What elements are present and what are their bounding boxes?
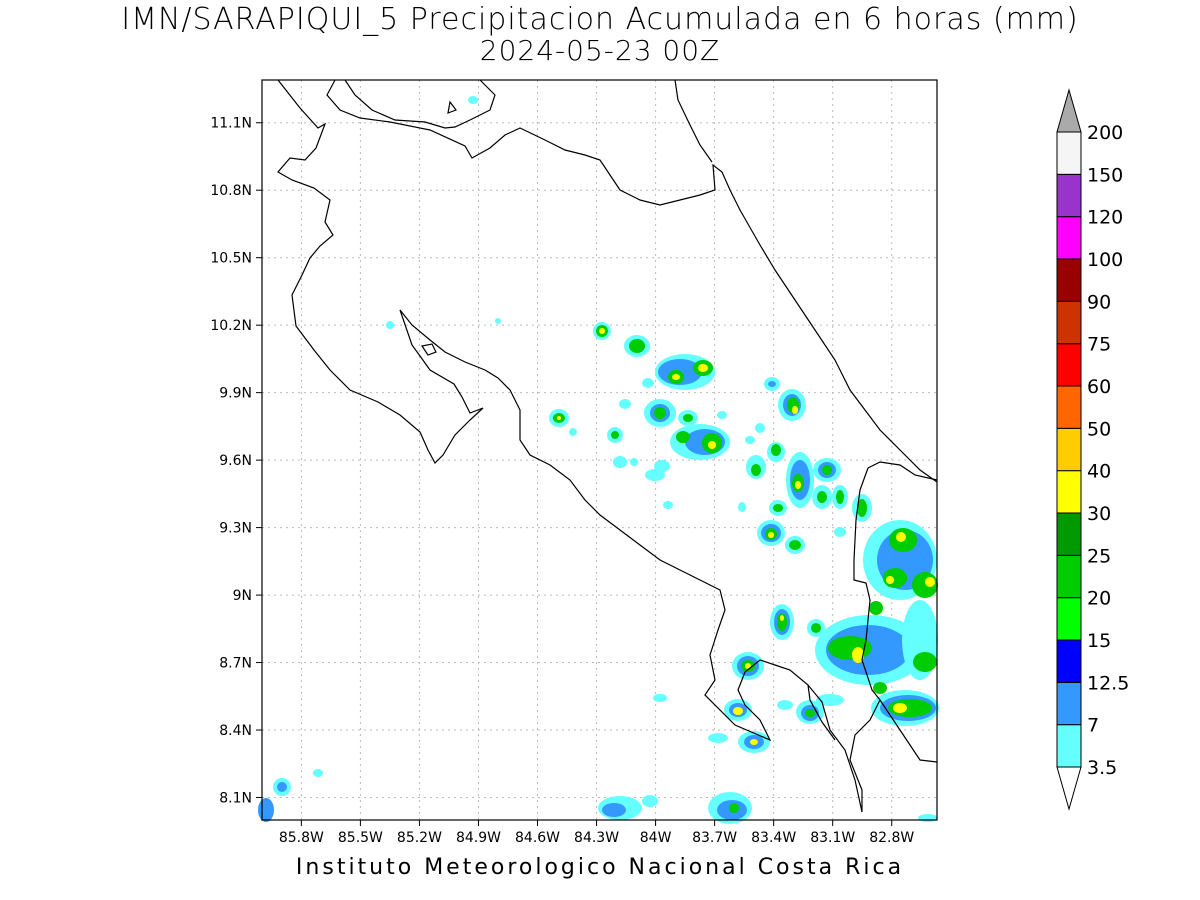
precip-cell	[624, 335, 650, 357]
colorbar-min-arrow	[1056, 766, 1082, 811]
precip-cell	[832, 485, 872, 537]
colorbar-label: 30	[1087, 503, 1111, 525]
colorbar-label: 60	[1087, 376, 1111, 398]
colorbar-swatch	[1056, 724, 1082, 768]
precip-cell	[785, 536, 805, 554]
colorbar-label: 12.5	[1087, 672, 1129, 694]
lon-tick-label: 82.8W	[869, 830, 914, 846]
lon-tick-label: 83.4W	[751, 830, 796, 846]
colorbar-label: 3.5	[1087, 757, 1117, 779]
colorbar-swatch	[1056, 470, 1082, 514]
colorbar-label: 100	[1087, 249, 1123, 271]
lat-tick-label: 9.9N	[219, 386, 252, 402]
precip-cell	[757, 520, 785, 546]
lon-tick-label: 83.1W	[810, 830, 855, 846]
lon-tick-label: 85.5W	[338, 830, 383, 846]
lon-tick-label: 84.3W	[574, 830, 619, 846]
lat-axis: 11.1N 10.8N 10.5N 10.2N 9.9N 9.6N 9.3N 9N 8.7N 8.…	[210, 116, 262, 807]
precip-cell	[732, 652, 764, 680]
colorbar-swatch	[1056, 258, 1082, 302]
precip-cell	[549, 409, 569, 427]
precip-cell	[767, 442, 785, 462]
lat-tick-label: 9.6N	[219, 453, 252, 469]
colorbar-swatch	[1056, 173, 1082, 218]
colorbar-max-arrow	[1056, 88, 1082, 133]
colorbar-swatch	[1056, 385, 1082, 429]
lat-tick-label: 10.8N	[210, 183, 252, 199]
border-panama	[807, 461, 938, 812]
precip-cell	[678, 410, 698, 426]
precip-cell	[778, 389, 806, 421]
colorbar-swatch	[1056, 131, 1082, 175]
precip-cell	[815, 601, 925, 694]
precip-cell	[746, 455, 766, 479]
precip-cell	[613, 456, 673, 509]
precip-cell	[607, 427, 623, 443]
lon-tick-label: 84.9W	[456, 830, 501, 846]
precip-cell	[670, 424, 730, 460]
precip-cell	[593, 322, 611, 340]
lon-tick-label: 84W	[640, 830, 672, 846]
lon-axis: 85.8W 85.5W 85.2W 84.9W 84.6W 84.3W 84W 83.7W 83…	[279, 820, 914, 846]
precip-cell	[871, 690, 939, 726]
lat-tick-label: 9.3N	[219, 521, 252, 537]
colorbar-label: 40	[1087, 461, 1111, 483]
lat-tick-label: 8.7N	[219, 656, 252, 672]
colorbar-swatch	[1056, 597, 1082, 641]
precip-cell	[644, 399, 676, 427]
colorbar-swatch	[1056, 681, 1082, 726]
lat-tick-label: 8.4N	[219, 723, 252, 739]
precip-cell	[813, 458, 841, 482]
colorbar-label: 15	[1087, 630, 1111, 652]
lon-tick-label: 83.7W	[692, 830, 737, 846]
precip-field	[258, 96, 939, 824]
precip-cell	[738, 731, 770, 753]
precip-cell	[653, 694, 844, 743]
map-frame	[261, 79, 938, 821]
colorbar-swatch	[1056, 639, 1082, 683]
lon-tick-label: 85.2W	[397, 830, 442, 846]
lat-tick-label: 8.1N	[219, 791, 252, 807]
precip-cell	[764, 377, 780, 391]
precip-cell	[386, 96, 765, 512]
precip-cell	[769, 500, 787, 516]
colorbar-label: 25	[1087, 545, 1111, 567]
colorbar-swatch	[1056, 554, 1082, 599]
lon-tick-label: 85.8W	[279, 830, 324, 846]
colorbar-label: 120	[1087, 207, 1123, 229]
colorbar-swatch	[1056, 343, 1082, 387]
lat-tick-label: 9N	[233, 588, 252, 604]
precip-cell	[258, 769, 938, 824]
precip-cell	[655, 354, 715, 390]
colorbar-label: 7	[1087, 715, 1099, 737]
precip-cell	[812, 485, 832, 509]
colorbar-swatch	[1056, 300, 1082, 345]
colorbar-swatch	[1056, 512, 1082, 556]
colorbar-label: 75	[1087, 334, 1111, 356]
lat-tick-label: 10.5N	[210, 251, 252, 267]
coastline	[277, 79, 938, 813]
precip-cell	[770, 604, 794, 640]
precip-cell	[786, 452, 814, 508]
colorbar-label: 50	[1087, 418, 1111, 440]
precip-cell	[863, 520, 938, 600]
map-date: 2024-05-23 00Z	[479, 34, 721, 67]
lat-tick-label: 10.2N	[210, 318, 252, 334]
lon-tick-label: 84.6W	[515, 830, 560, 846]
lat-tick-label: 11.1N	[210, 116, 252, 132]
footer-credit: Instituto Meteorologico Nacional Costa R…	[295, 855, 905, 880]
precip-cell	[807, 619, 825, 637]
colorbar-label: 90	[1087, 291, 1111, 313]
colorbar: 3.5 7 12.5 15 20 25 30 40 50 60 75 90 100 120 150 200	[1056, 88, 1129, 811]
map-grid	[262, 80, 937, 820]
map-title: IMN/SARAPIQUI_5 Precipitacion Acumulada …	[121, 2, 1079, 37]
colorbar-label: 20	[1087, 588, 1111, 610]
colorbar-label: 200	[1087, 122, 1123, 144]
colorbar-label: 150	[1087, 164, 1123, 186]
colorbar-swatch	[1056, 216, 1082, 260]
precip-cell	[902, 600, 938, 680]
colorbar-swatch	[1056, 427, 1082, 472]
